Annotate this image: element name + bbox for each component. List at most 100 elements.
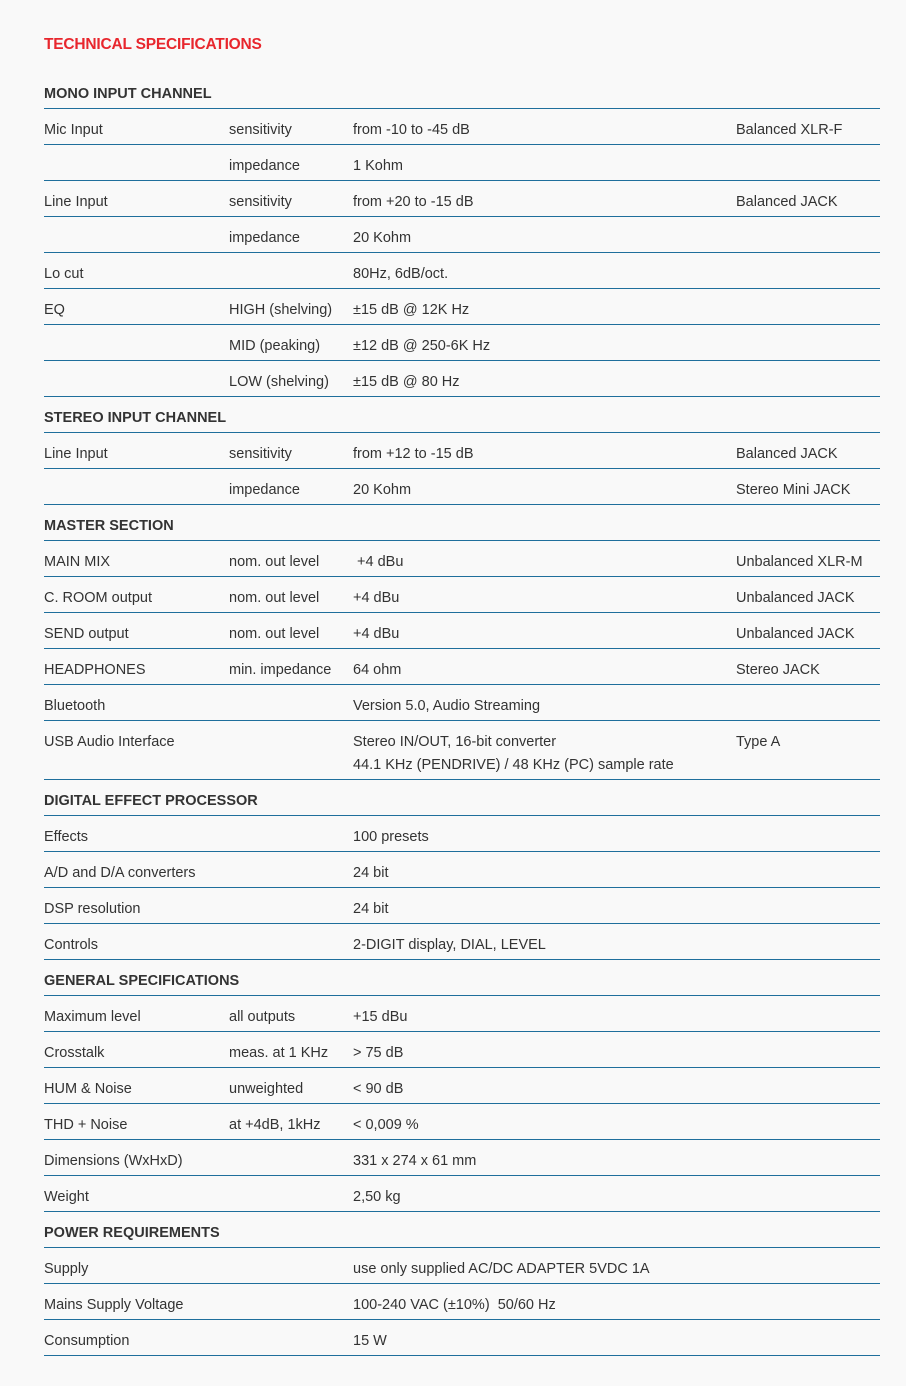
spec-parameter (229, 1284, 353, 1294)
spec-connector (736, 1284, 880, 1294)
spec-connector (736, 888, 880, 898)
spec-parameter: LOW (shelving) (229, 374, 329, 390)
spec-value: 1 Kohm (353, 158, 403, 174)
section-heading-text: DIGITAL EFFECT PROCESSOR (44, 793, 258, 809)
spec-name: Consumption (44, 1333, 130, 1349)
spec-name (44, 325, 229, 335)
section-heading-text: GENERAL SPECIFICATIONS (44, 973, 240, 989)
spec-name: Effects (44, 829, 89, 845)
spec-connector (736, 325, 880, 335)
spec-value: 24 bit (353, 901, 389, 917)
spec-value: from +12 to -15 dB (353, 446, 474, 462)
spec-name (44, 217, 229, 227)
spec-value: ±12 dB @ 250-6K Hz (353, 338, 491, 354)
spec-row: Maximum level all outputs +15 dBu (44, 996, 880, 1032)
spec-row: A/D and D/A converters 24 bit (44, 852, 880, 888)
spec-connector: Unbalanced JACK (736, 590, 855, 606)
spec-connector (736, 289, 880, 299)
spec-parameter (229, 685, 353, 695)
spec-row: USB Audio Interface Stereo IN/OUT, 16-bit… (44, 721, 880, 780)
spec-connector (736, 217, 880, 227)
spec-parameter: impedance (229, 482, 300, 498)
spec-name: Dimensions (WxHxD) (44, 1153, 183, 1169)
page-title: TECHNICAL SPECIFICATIONS (44, 36, 262, 53)
spec-name (44, 145, 229, 155)
spec-parameter (229, 721, 353, 731)
spec-parameter: min. impedance (229, 662, 332, 678)
spec-row: DSP resolution 24 bit (44, 888, 880, 924)
spec-value: 2,50 kg (353, 1189, 401, 1205)
spec-parameter (229, 1140, 353, 1150)
spec-name: Crosstalk (44, 1045, 105, 1061)
section-heading-text: MONO INPUT CHANNEL (44, 86, 212, 102)
spec-row: impedance 20 Kohm (44, 217, 880, 253)
spec-name: Line Input (44, 446, 108, 462)
spec-value: use only supplied AC/DC ADAPTER 5VDC 1A (353, 1261, 650, 1277)
spec-parameter: sensitivity (229, 194, 292, 210)
spec-name: A/D and D/A converters (44, 865, 196, 881)
spec-connector (736, 1248, 880, 1258)
spec-row: Mains Supply Voltage 100-240 VAC (±10%) 5… (44, 1284, 880, 1320)
spec-name: Supply (44, 1261, 89, 1277)
spec-value: +15 dBu (353, 1009, 408, 1025)
spec-name: Mic Input (44, 122, 103, 138)
spec-row: HEADPHONES min. impedance 64 ohm Stereo JAC… (44, 649, 880, 685)
spec-row: Line Input sensitivity from +12 to -15 dB B… (44, 433, 880, 469)
section-heading-text: POWER REQUIREMENTS (44, 1225, 220, 1241)
spec-value: Stereo IN/OUT, 16-bit converter 44.1 KHz … (353, 721, 736, 777)
spec-name: Lo cut (44, 266, 84, 282)
spec-parameter: unweighted (229, 1081, 304, 1097)
spec-value: ±15 dB @ 80 Hz (353, 374, 460, 390)
spec-value: 80Hz, 6dB/oct. (353, 266, 449, 282)
spec-row: Crosstalk meas. at 1 KHz > 75 dB (44, 1032, 880, 1068)
spec-value-line: 44.1 KHz (PENDRIVE) / 48 KHz (PC) sample… (353, 757, 674, 773)
spec-row: Consumption 15 W (44, 1320, 880, 1356)
spec-row: C. ROOM output nom. out level +4 dBu Unbala… (44, 577, 880, 613)
spec-parameter (229, 1176, 353, 1186)
spec-value: 2-DIGIT display, DIAL, LEVEL (353, 937, 546, 953)
spec-name: Weight (44, 1189, 89, 1205)
spec-value: +4 dBu (353, 590, 400, 606)
spec-row: Bluetooth Version 5.0, Audio Streaming (44, 685, 880, 721)
spec-connector: Balanced JACK (736, 446, 838, 462)
spec-parameter: meas. at 1 KHz (229, 1045, 329, 1061)
spec-connector (736, 816, 880, 826)
spec-row: LOW (shelving) ±15 dB @ 80 Hz (44, 361, 880, 397)
spec-name: THD + Noise (44, 1117, 128, 1133)
spec-connector (736, 996, 880, 1006)
spec-value: 15 W (353, 1333, 387, 1349)
spec-parameter: MID (peaking) (229, 338, 321, 354)
spec-value: Version 5.0, Audio Streaming (353, 698, 541, 714)
spec-connector (736, 685, 880, 695)
spec-row: EQ HIGH (shelving) ±15 dB @ 12K Hz (44, 289, 880, 325)
spec-row: Controls 2-DIGIT display, DIAL, LEVEL (44, 924, 880, 960)
spec-parameter: nom. out level (229, 554, 320, 570)
spec-name: Maximum level (44, 1009, 141, 1025)
spec-value: 20 Kohm (353, 482, 412, 498)
section-heading: STEREO INPUT CHANNEL (44, 397, 880, 433)
spec-parameter: all outputs (229, 1009, 296, 1025)
spec-value: 24 bit (353, 865, 389, 881)
spec-parameter (229, 924, 353, 934)
spec-value: 100-240 VAC (±10%) 50/60 Hz (353, 1297, 556, 1313)
spec-row: Lo cut 80Hz, 6dB/oct. (44, 253, 880, 289)
section-heading-text: STEREO INPUT CHANNEL (44, 410, 227, 426)
spec-row: Supply use only supplied AC/DC ADAPTER 5V… (44, 1248, 880, 1284)
spec-value-line: Stereo IN/OUT, 16-bit converter (353, 734, 557, 750)
spec-connector: Balanced XLR-F (736, 122, 843, 138)
spec-parameter: nom. out level (229, 626, 320, 642)
spec-row: impedance 20 Kohm Stereo Mini JACK (44, 469, 880, 505)
spec-name (44, 361, 229, 371)
spec-parameter: HIGH (shelving) (229, 302, 333, 318)
spec-connector (736, 1032, 880, 1042)
spec-connector (736, 1140, 880, 1150)
spec-row: SEND output nom. out level +4 dBu Unbalance… (44, 613, 880, 649)
spec-value: 64 ohm (353, 662, 402, 678)
spec-parameter (229, 253, 353, 263)
spec-name: Bluetooth (44, 698, 106, 714)
spec-connector: Unbalanced JACK (736, 626, 855, 642)
spec-row: Mic Input sensitivity from -10 to -45 dB Ba… (44, 109, 880, 145)
spec-name: SEND output (44, 626, 129, 642)
spec-row: THD + Noise at +4dB, 1kHz < 0,009 % (44, 1104, 880, 1140)
spec-name (44, 469, 229, 479)
